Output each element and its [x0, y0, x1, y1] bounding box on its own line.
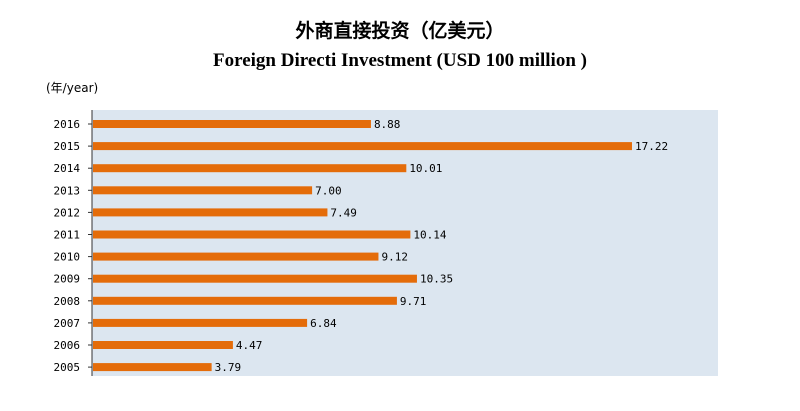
bar-value-label: 17.22 [635, 140, 668, 153]
bar [93, 164, 407, 173]
bar [93, 341, 233, 349]
bar-value-label: 9.71 [400, 295, 427, 308]
y-tick-label: 2015 [54, 140, 81, 153]
bar-value-label: 7.00 [315, 184, 342, 197]
bar [93, 252, 379, 261]
y-tick-label: 2014 [54, 162, 81, 175]
bar-value-label: 10.35 [420, 273, 453, 286]
bar-value-label: 9.12 [381, 251, 408, 264]
bar [93, 318, 308, 327]
bar-value-label: 7.49 [330, 206, 357, 219]
y-tick-label: 2009 [54, 273, 81, 286]
y-tick-label: 2012 [54, 206, 81, 219]
bar [93, 120, 371, 128]
bar-value-label: 10.14 [413, 229, 446, 242]
bar [93, 296, 397, 305]
bar [93, 274, 417, 283]
bar [93, 142, 632, 151]
bar-value-label: 10.01 [409, 162, 442, 175]
bar-value-label: 6.84 [310, 317, 337, 330]
bar [93, 208, 328, 217]
bar [93, 186, 313, 195]
bar [93, 363, 212, 372]
y-tick-label: 2013 [54, 184, 81, 197]
bars-group: 2016 8.88 2015 17.22 2014 10.01 2013 7.00 2012 7.… [54, 118, 669, 374]
chart-title-cn: 外商直接投资（亿美元） [295, 20, 505, 42]
y-axis-unit-label: (年/year) [46, 81, 99, 95]
y-tick-label: 2005 [54, 361, 81, 374]
chart-title-en: Foreign Directi Investment (USD 100 mill… [213, 50, 587, 71]
y-tick-label: 2006 [54, 339, 81, 352]
bar [93, 230, 411, 239]
y-tick-label: 2016 [54, 118, 81, 131]
bar-value-label: 4.47 [236, 339, 263, 352]
bar-value-label: 3.79 [215, 361, 242, 374]
y-tick-label: 2010 [54, 251, 81, 264]
y-tick-label: 2011 [54, 229, 81, 242]
y-tick-label: 2007 [54, 317, 81, 330]
y-tick-label: 2008 [54, 295, 81, 308]
plot-area [92, 110, 718, 376]
bar-value-label: 8.88 [374, 118, 401, 131]
